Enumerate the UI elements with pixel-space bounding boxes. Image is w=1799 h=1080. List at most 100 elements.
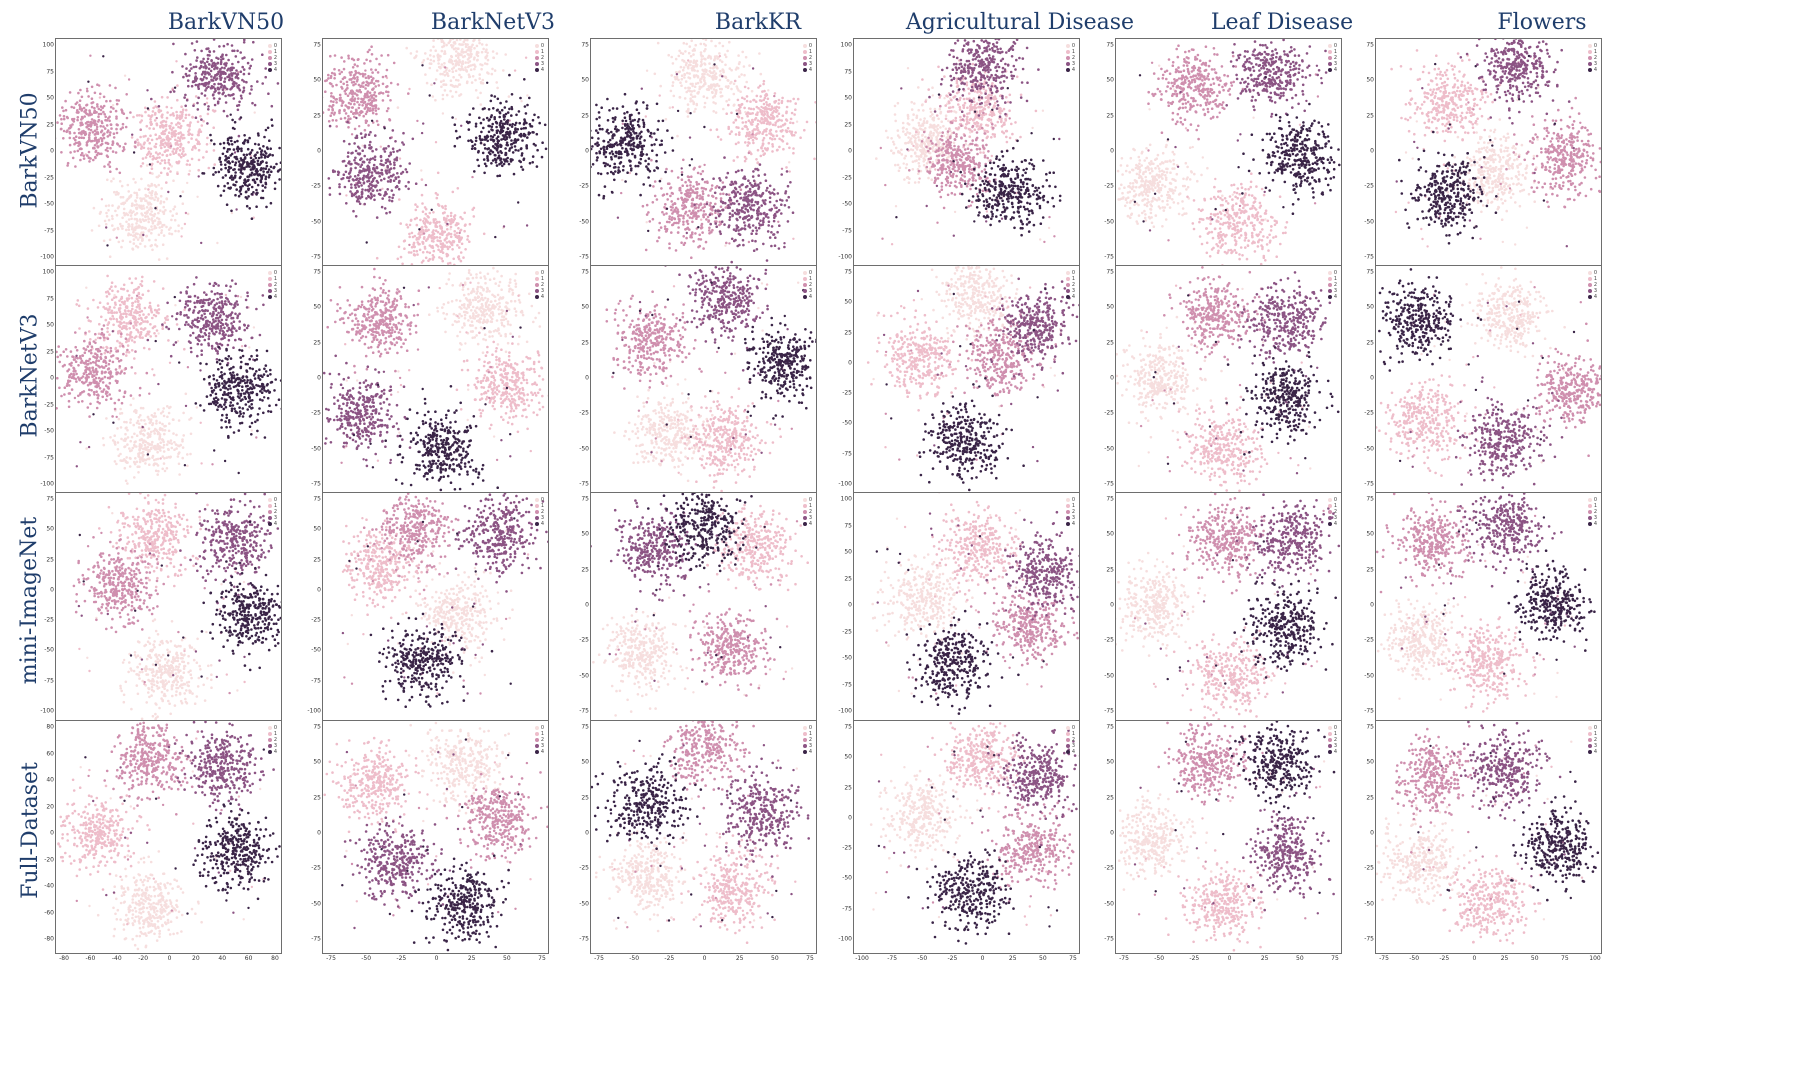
point bbox=[226, 42, 229, 46]
point bbox=[169, 153, 172, 156]
point bbox=[224, 158, 227, 162]
outlier-point bbox=[197, 175, 200, 178]
point bbox=[434, 218, 437, 221]
point bbox=[221, 152, 225, 156]
outlier-point bbox=[645, 221, 648, 224]
point bbox=[153, 156, 156, 160]
point bbox=[711, 195, 715, 198]
point bbox=[368, 143, 371, 147]
point bbox=[333, 77, 336, 80]
point bbox=[758, 52, 761, 55]
point bbox=[472, 107, 475, 110]
point bbox=[656, 239, 659, 243]
point bbox=[709, 66, 712, 70]
point bbox=[364, 119, 368, 122]
point bbox=[259, 160, 263, 164]
point bbox=[276, 170, 280, 173]
point bbox=[499, 150, 502, 153]
outlier-point bbox=[364, 69, 367, 72]
point bbox=[493, 95, 497, 98]
column-header-agricultural-disease: Agricultural Disease bbox=[890, 10, 1150, 35]
point bbox=[250, 58, 254, 61]
point bbox=[72, 137, 76, 140]
point bbox=[138, 114, 141, 117]
point bbox=[669, 194, 672, 198]
point bbox=[265, 205, 268, 209]
point bbox=[175, 114, 179, 117]
legend-label: 2 bbox=[274, 55, 277, 61]
point bbox=[451, 248, 454, 251]
point bbox=[777, 102, 780, 105]
point bbox=[789, 99, 792, 103]
point bbox=[190, 67, 193, 70]
point bbox=[170, 165, 173, 168]
point bbox=[79, 158, 82, 162]
point bbox=[757, 174, 760, 177]
point bbox=[458, 58, 461, 62]
point bbox=[106, 155, 110, 159]
point bbox=[223, 80, 226, 83]
point bbox=[480, 130, 483, 134]
point bbox=[758, 163, 762, 166]
point bbox=[210, 65, 214, 69]
point bbox=[252, 40, 255, 44]
point bbox=[422, 59, 426, 62]
point bbox=[158, 209, 162, 212]
point bbox=[441, 45, 444, 49]
point bbox=[523, 105, 527, 108]
point bbox=[109, 105, 113, 109]
point bbox=[601, 127, 604, 131]
point bbox=[179, 110, 183, 114]
point bbox=[678, 218, 681, 221]
point bbox=[224, 64, 228, 67]
point bbox=[357, 106, 361, 110]
point bbox=[641, 148, 644, 151]
point bbox=[759, 181, 762, 185]
point bbox=[756, 119, 760, 122]
point bbox=[262, 170, 265, 173]
point bbox=[109, 99, 112, 103]
point bbox=[109, 110, 112, 114]
point bbox=[211, 109, 215, 112]
point bbox=[179, 124, 183, 128]
point bbox=[329, 54, 332, 58]
point bbox=[728, 212, 732, 215]
point bbox=[728, 40, 731, 44]
point bbox=[135, 203, 138, 206]
point bbox=[167, 158, 171, 162]
point bbox=[742, 65, 746, 68]
point bbox=[723, 53, 727, 56]
point bbox=[528, 161, 532, 165]
point bbox=[794, 102, 797, 105]
point bbox=[180, 105, 183, 108]
point bbox=[724, 206, 728, 209]
point bbox=[765, 133, 768, 137]
point bbox=[624, 119, 628, 123]
point bbox=[445, 245, 449, 249]
point bbox=[767, 220, 771, 223]
point bbox=[474, 89, 478, 92]
point bbox=[350, 192, 354, 195]
point bbox=[428, 62, 432, 65]
outlier-point bbox=[142, 233, 145, 237]
point bbox=[166, 149, 170, 152]
point bbox=[111, 204, 114, 207]
point bbox=[108, 238, 112, 242]
point bbox=[523, 134, 526, 138]
point bbox=[436, 39, 440, 40]
point bbox=[367, 179, 371, 183]
point bbox=[230, 44, 234, 47]
point bbox=[206, 122, 209, 125]
point bbox=[360, 184, 363, 187]
point bbox=[366, 93, 369, 97]
point bbox=[131, 202, 134, 205]
point bbox=[232, 93, 235, 96]
point bbox=[524, 112, 528, 115]
y-tick-label: -75 bbox=[44, 227, 54, 234]
outlier-point bbox=[233, 151, 237, 154]
point bbox=[611, 116, 615, 120]
point bbox=[727, 125, 730, 129]
point bbox=[157, 105, 161, 108]
point bbox=[173, 205, 177, 208]
point bbox=[762, 82, 765, 86]
